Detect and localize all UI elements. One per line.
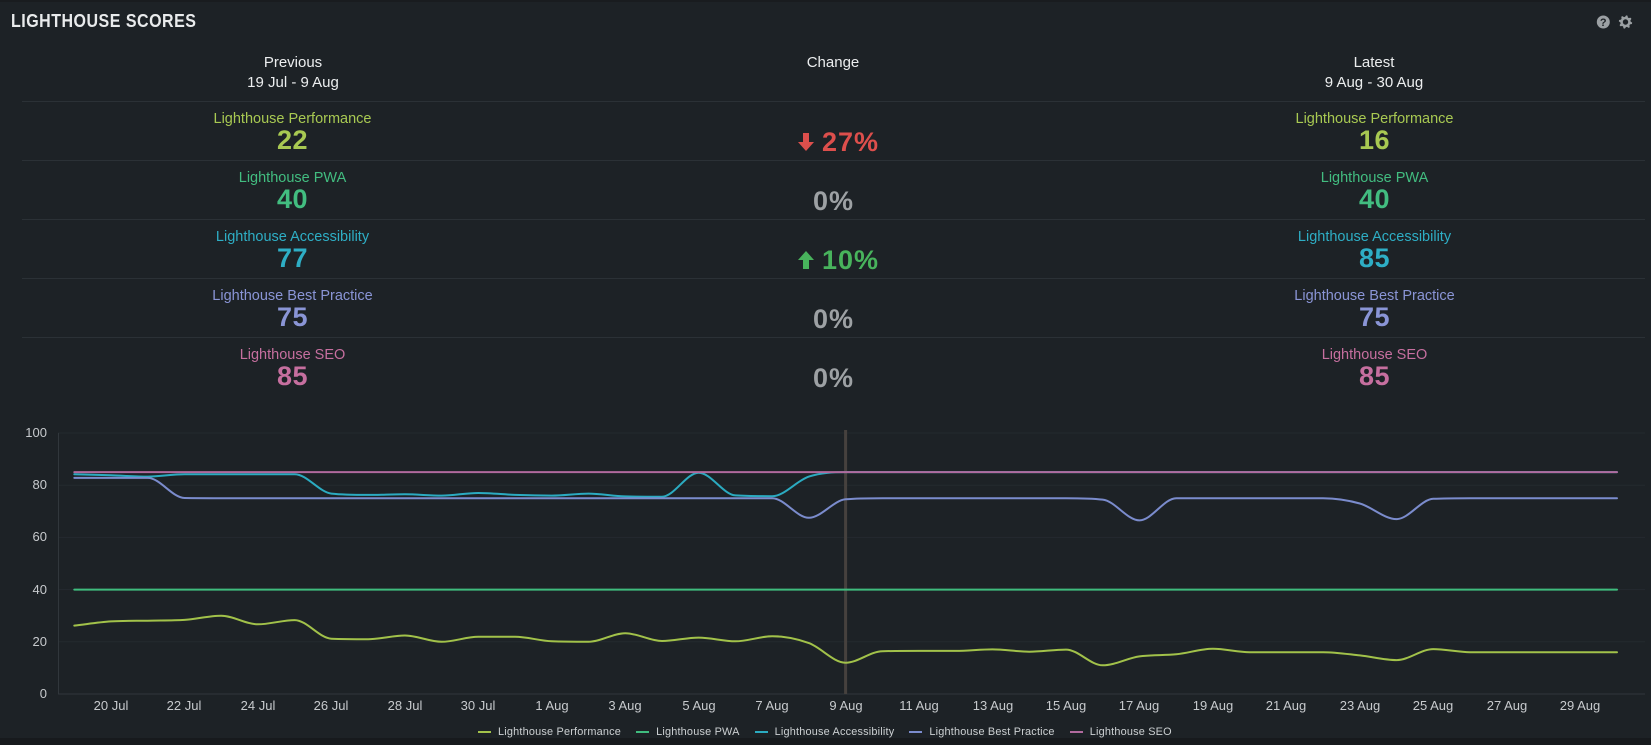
svg-text:?: ? [1600,17,1607,29]
